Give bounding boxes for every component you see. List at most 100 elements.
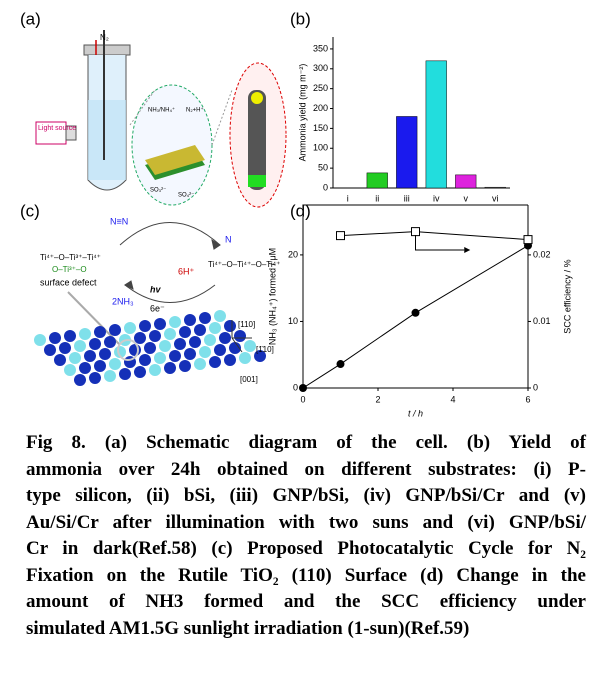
x-tick-label: v <box>464 193 469 203</box>
atom <box>159 340 171 352</box>
y-tick-label: 20 <box>288 249 298 259</box>
diagram-label: [1̄10] <box>256 345 274 354</box>
atom <box>194 358 206 370</box>
diagram-label: Light source <box>38 125 76 132</box>
x-tick-label: vi <box>492 193 499 203</box>
atom <box>224 320 236 332</box>
atom <box>114 346 126 358</box>
atom <box>64 364 76 376</box>
atom <box>44 344 56 356</box>
atom <box>174 338 186 350</box>
y-axis-label: NH₃ (NH₄⁺) formed / μM <box>267 248 277 345</box>
diagram-label: 6H⁺ <box>178 266 195 276</box>
atom <box>134 366 146 378</box>
atom <box>119 368 131 380</box>
y2-tick-label: 0.01 <box>533 316 551 326</box>
atom <box>64 330 76 342</box>
atom <box>124 322 136 334</box>
caption-line: ammonia over 24h obtained on different s… <box>26 458 586 480</box>
atom <box>234 330 246 342</box>
diagram-label: SO₃²⁻ <box>150 188 166 194</box>
diagram-label: SO₄²⁻ <box>178 193 194 199</box>
point <box>336 231 345 241</box>
series-line <box>340 231 529 241</box>
atom <box>164 362 176 374</box>
atom <box>34 334 46 346</box>
atom <box>179 326 191 338</box>
atom <box>239 352 251 364</box>
atom <box>104 370 116 382</box>
y-tick-label: 300 <box>313 63 328 73</box>
atom <box>209 322 221 334</box>
atom <box>194 324 206 336</box>
diagram-label: NH₃/NH₄⁺ <box>148 107 175 114</box>
cycle-diagram <box>34 222 266 386</box>
atom <box>84 350 96 362</box>
atom <box>244 340 256 352</box>
atom <box>209 356 221 368</box>
y-tick-label: 0 <box>323 182 328 192</box>
atom <box>199 312 211 324</box>
atom <box>154 352 166 364</box>
atom <box>254 350 266 362</box>
atom <box>129 344 141 356</box>
atom <box>169 350 181 362</box>
atom <box>229 342 241 354</box>
x-tick-label: iii <box>404 193 410 203</box>
atom <box>109 358 121 370</box>
caption-line: simulated AM1.5G sunlight irradiation (1… <box>26 617 470 639</box>
diagram-label: [001] <box>240 375 258 384</box>
diagram-label: N₂+H⁺ <box>186 107 204 114</box>
x-tick-label: 2 <box>375 394 380 404</box>
y2-axis-label: SCC efficiency / % <box>562 259 572 333</box>
atom <box>199 346 211 358</box>
atom <box>154 318 166 330</box>
atom <box>79 362 91 374</box>
caption-line: Au/Si/Cr after illumination with two sun… <box>26 511 586 533</box>
atom <box>74 374 86 386</box>
bar <box>366 172 388 189</box>
caption: Fig 8. (a) Schematic diagram of the cell… <box>26 430 586 642</box>
atom <box>89 372 101 384</box>
x-tick-label: 0 <box>300 394 305 404</box>
axis-indicator <box>464 247 471 253</box>
atom <box>104 336 116 348</box>
point <box>299 384 307 392</box>
panel-label: (b) <box>290 9 311 28</box>
diagram-label: [110] <box>238 320 255 329</box>
atom <box>149 364 161 376</box>
figure: (a) (b) (c) (d) Light source N₂ NH₃/NH₄⁺… <box>20 9 572 418</box>
point <box>523 235 533 245</box>
caption-line: Cr in dark(Ref.58) (c) Proposed Photocat… <box>26 538 586 559</box>
diagram-label: 2NH₃ <box>112 296 134 306</box>
diagram-label: Ti⁴⁺–O–Ti⁴⁺–O–Ti⁴⁺ <box>208 260 280 269</box>
atom <box>219 332 231 344</box>
caption-line: amount of NH3 formed and the SCC efficie… <box>26 591 586 612</box>
caption-line: Fig 8. (a) Schematic diagram of the cell… <box>26 432 586 453</box>
y2-tick-label: 0.02 <box>533 249 551 259</box>
atom <box>149 330 161 342</box>
atom <box>69 352 81 364</box>
atom <box>214 310 226 322</box>
atom <box>184 314 196 326</box>
atom <box>164 328 176 340</box>
x-tick-label: ii <box>375 193 379 203</box>
x-tick-label: 4 <box>450 394 455 404</box>
y-tick-label: 350 <box>313 43 328 53</box>
x-axis-label: t / h <box>408 408 423 418</box>
atom <box>214 344 226 356</box>
atom <box>184 348 196 360</box>
atom <box>139 320 151 332</box>
atom <box>109 324 121 336</box>
atom <box>144 342 156 354</box>
diagram-label: Ti⁴⁺–O–Ti³⁺–Ti⁴⁺ <box>40 253 101 262</box>
panel-label: (c) <box>20 201 40 220</box>
bar <box>455 174 477 189</box>
atom <box>74 340 86 352</box>
y-tick-label: 10 <box>288 316 298 326</box>
atom <box>99 348 111 360</box>
atom <box>204 334 216 346</box>
x-tick-label: i <box>347 193 349 203</box>
axis-arrow <box>231 337 243 353</box>
y-tick-label: 250 <box>313 83 328 93</box>
